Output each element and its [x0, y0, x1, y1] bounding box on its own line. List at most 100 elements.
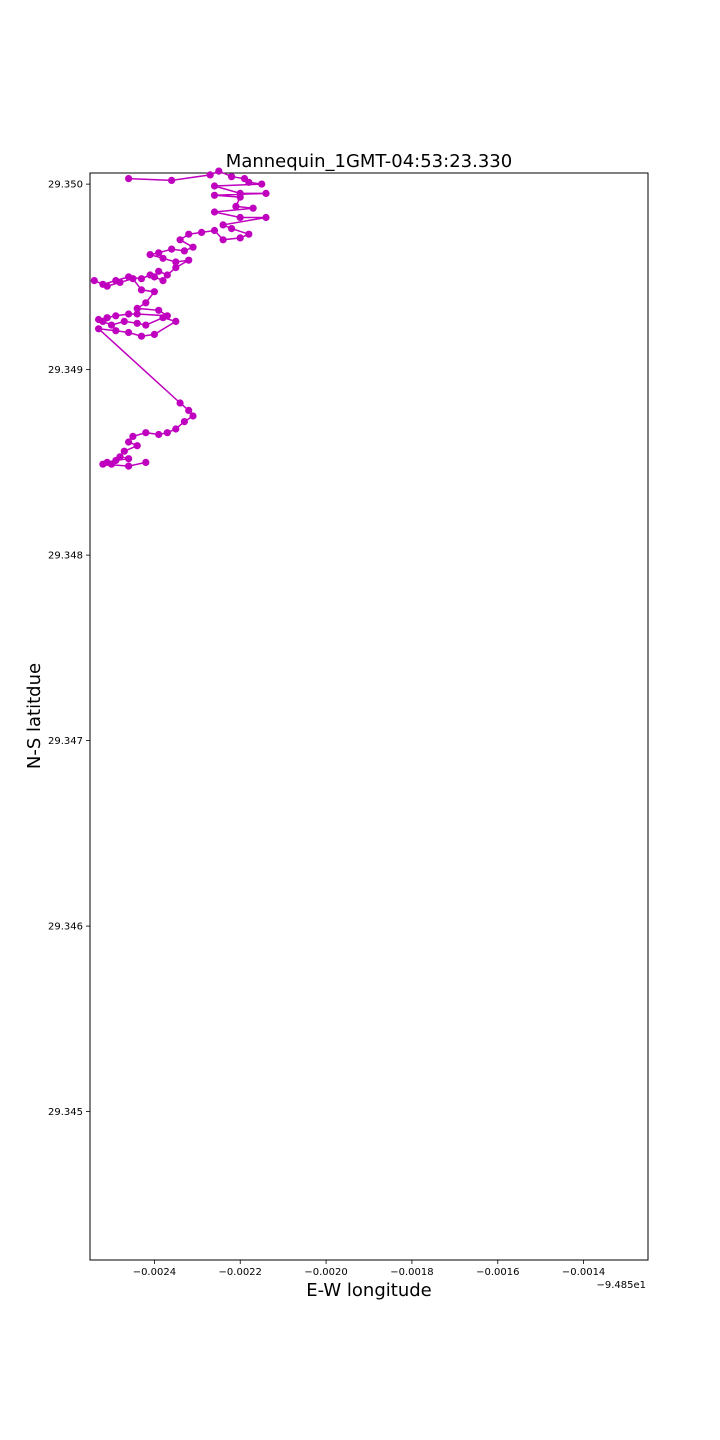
x-tick-label: −0.0014	[562, 1267, 605, 1278]
plot-area	[89, 167, 649, 1261]
track-point	[163, 271, 171, 279]
track-point	[112, 327, 120, 335]
track-point	[129, 275, 137, 283]
track-point	[125, 310, 133, 318]
track-point	[133, 310, 141, 318]
track-point	[168, 176, 176, 184]
track-point	[137, 332, 146, 340]
track-point	[159, 254, 167, 262]
x-tick-label: −0.0018	[390, 1267, 433, 1278]
track-point	[155, 267, 163, 275]
track-point	[168, 245, 176, 253]
track-point	[228, 173, 236, 181]
track-point	[236, 213, 244, 222]
track-point	[219, 221, 227, 229]
track-point	[210, 208, 219, 216]
track-point	[189, 412, 197, 420]
track-point	[150, 288, 158, 296]
track-point	[133, 319, 141, 327]
y-tick-label: 29.350	[48, 180, 83, 191]
track-point	[125, 462, 133, 470]
track-point	[129, 432, 137, 440]
track-point	[262, 213, 270, 222]
track-point	[236, 193, 244, 201]
track-point	[210, 191, 219, 199]
series-layer	[90, 167, 270, 470]
track-point	[176, 236, 184, 244]
track-point	[185, 406, 193, 414]
track-point	[99, 317, 107, 325]
track-point	[176, 399, 184, 407]
track-point	[172, 425, 180, 433]
track-point	[210, 226, 219, 235]
track-point	[95, 325, 103, 333]
x-axis-ticks: −0.0024 −0.0022 −0.0020 −0.0018 −0.0016 −0.00…	[133, 1260, 605, 1278]
track-point	[155, 306, 163, 314]
track-point	[172, 317, 180, 325]
x-tick-label: −0.0020	[304, 1267, 347, 1278]
track-point	[137, 275, 146, 283]
track-point	[159, 277, 167, 285]
track-point	[172, 258, 180, 266]
track-point	[90, 277, 98, 285]
y-tick-label: 29.347	[48, 736, 83, 747]
track-point	[112, 312, 120, 320]
track-point	[189, 243, 197, 251]
track-point	[120, 317, 128, 325]
track-point	[163, 429, 171, 437]
track-point	[142, 429, 150, 437]
track-point	[219, 236, 227, 244]
track-point	[125, 455, 133, 463]
track-point	[155, 430, 163, 439]
track-point	[228, 225, 236, 233]
y-tick-label: 29.348	[48, 551, 83, 562]
track-point	[99, 460, 107, 468]
track-point	[125, 438, 133, 446]
track-point	[107, 321, 116, 329]
track-point	[198, 228, 206, 236]
track-point	[142, 321, 150, 329]
track-point	[185, 230, 193, 238]
x-tick-label: −0.0024	[133, 1267, 176, 1278]
track-point	[150, 330, 158, 338]
track-point	[125, 328, 133, 337]
track-point	[142, 299, 150, 307]
x-axis-label: E-W longitude	[306, 1280, 431, 1301]
track-point	[133, 442, 141, 450]
x-tick-label: −0.0016	[476, 1267, 519, 1278]
x-tick-label: −0.0022	[219, 1267, 262, 1278]
track-point	[210, 182, 219, 190]
y-tick-label: 29.345	[48, 1107, 83, 1118]
y-tick-label: 29.346	[48, 922, 83, 933]
track-point	[245, 230, 253, 238]
track-point	[103, 282, 111, 290]
track-point	[258, 180, 266, 188]
y-axis-label: N-S latitdue	[24, 663, 45, 769]
track-point	[172, 264, 180, 272]
track-point	[180, 418, 188, 426]
track-point	[236, 234, 244, 242]
track-point	[107, 460, 116, 468]
track-point	[159, 314, 167, 322]
track-point	[146, 251, 154, 259]
track-point	[262, 189, 270, 197]
track-point	[146, 271, 154, 279]
track-point	[232, 202, 240, 210]
y-axis-ticks: 29.345 29.346 29.347 29.348 29.349 29.350	[48, 180, 90, 1118]
track-point	[180, 247, 188, 255]
track-point	[120, 447, 128, 455]
y-tick-label: 29.349	[48, 365, 83, 376]
chart-title: Mannequin_1GMT-04:53:23.330	[226, 151, 512, 172]
track-point	[249, 204, 257, 212]
track-point	[116, 278, 124, 286]
track-point	[155, 249, 163, 257]
track-point	[215, 167, 223, 175]
track-point	[185, 256, 193, 264]
x-axis-offset-label: −9.485e1	[596, 1280, 646, 1291]
track-point	[125, 175, 133, 183]
track-point	[137, 286, 146, 294]
track-point	[133, 304, 141, 312]
track-point	[245, 178, 253, 186]
track-point	[206, 171, 214, 179]
